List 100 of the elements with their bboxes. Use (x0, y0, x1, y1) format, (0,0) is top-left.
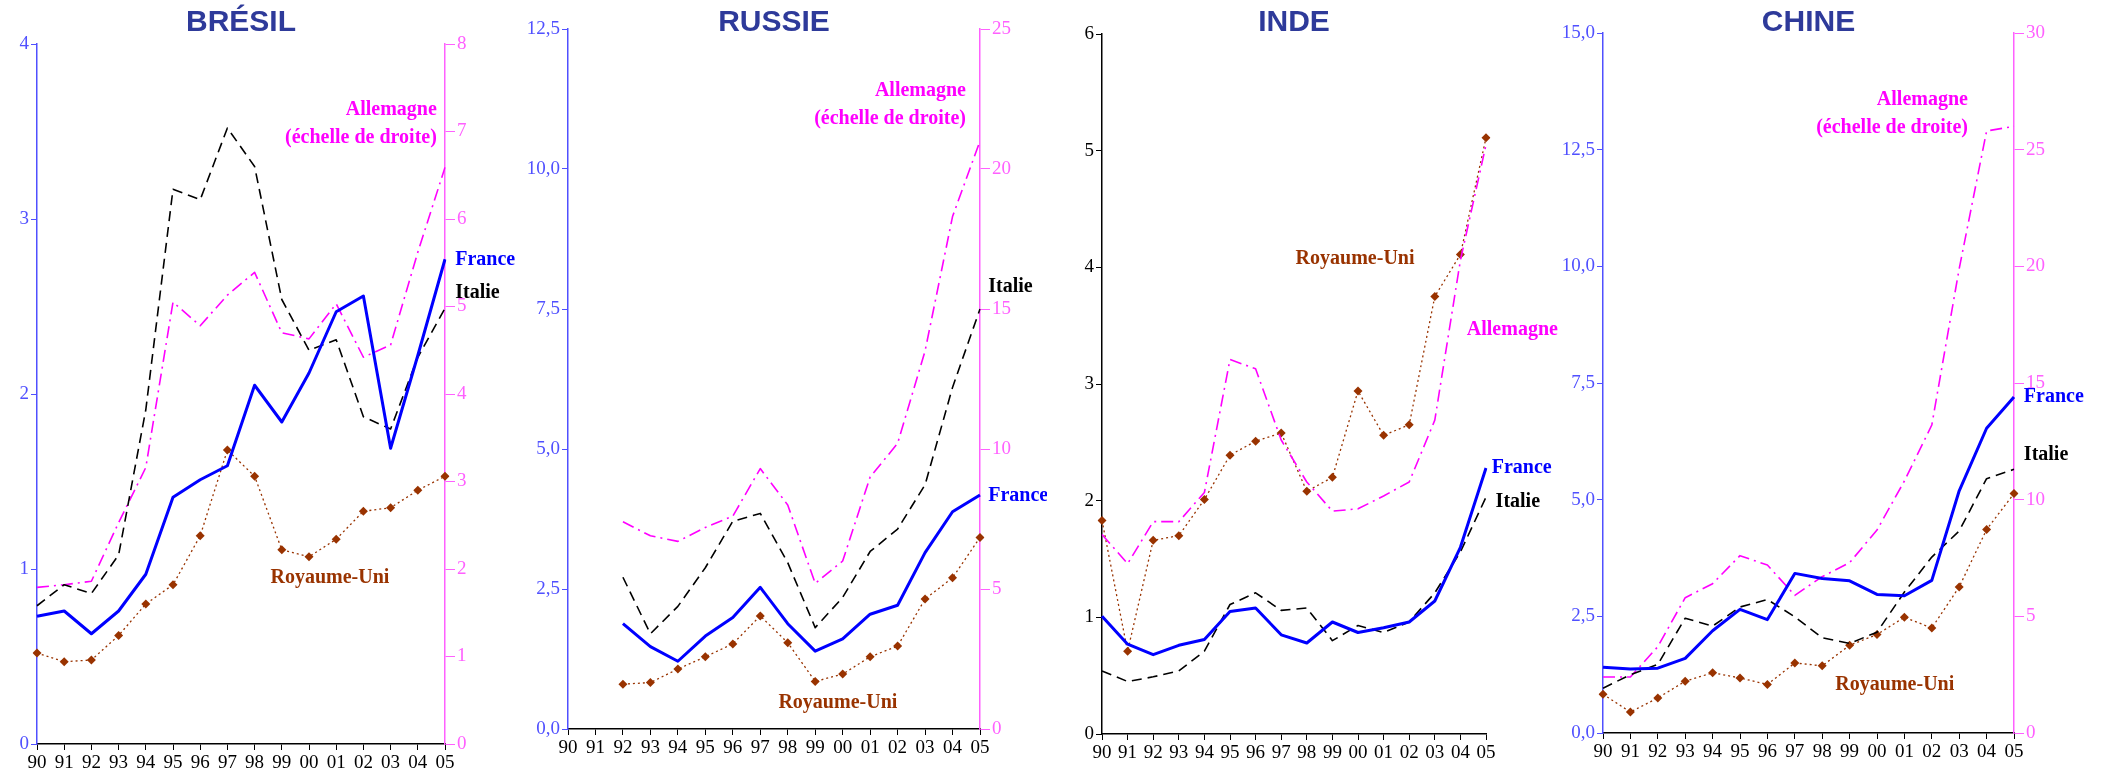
x-tick-label: 03 (1949, 740, 1969, 762)
point (1225, 450, 1235, 460)
x-tick-label: 91 (1118, 741, 1138, 763)
point (865, 652, 875, 662)
y-tick-label: 1 (19, 556, 29, 578)
y-tick-label: 10,0 (1561, 254, 1595, 276)
x-tick-label: 96 (1757, 740, 1777, 762)
y2-tick-label: 10 (992, 436, 1011, 458)
y2-tick-label: 6 (457, 206, 467, 228)
point (975, 532, 985, 542)
point (1199, 495, 1209, 504)
point (2009, 489, 2019, 499)
point (1302, 486, 1312, 496)
point (1430, 292, 1440, 301)
point (920, 594, 930, 604)
point (1097, 516, 1107, 525)
series-label: France (988, 483, 1049, 506)
point (1327, 472, 1337, 482)
x-tick-label: 03 (915, 736, 935, 758)
x-tick-label: 05 (1476, 741, 1496, 763)
x-tick-label: 04 (1450, 741, 1471, 763)
point (948, 573, 958, 583)
x-tick-label: 99 (1322, 741, 1342, 763)
series-label: Allemagne (1466, 317, 1559, 341)
y2-tick-label: 0 (992, 716, 1002, 738)
y2-tick-label: 20 (992, 156, 1011, 178)
point (1845, 640, 1855, 650)
point (1735, 673, 1745, 683)
point (1123, 646, 1133, 656)
x-tick-label: 01 (1374, 741, 1394, 763)
y-tick-label: 12,5 (1561, 137, 1595, 159)
y-tick-label: 5,0 (536, 436, 560, 458)
y-tick-label: 2,5 (1571, 604, 1595, 626)
point (1353, 386, 1363, 396)
point (32, 648, 42, 658)
series-label: Allemagne (échelle de droite) (814, 78, 967, 130)
x-tick-label: 02 (1922, 740, 1942, 762)
point (893, 641, 903, 651)
point (645, 678, 655, 688)
point (810, 676, 820, 686)
y-tick-label: 2,5 (536, 576, 560, 598)
series-label: Royaume-Uni (1835, 671, 1955, 695)
series-label: Allemagne (échelle de droite) (1816, 87, 1969, 139)
x-tick-label: 95 (163, 751, 183, 769)
x-tick-label: 94 (1194, 741, 1215, 763)
y2-tick-label: 4 (457, 381, 467, 403)
y2-tick-label: 1 (457, 644, 467, 666)
point (1899, 612, 1909, 622)
x-tick-label: 95 (695, 736, 715, 758)
x-tick-label: 93 (1675, 740, 1695, 762)
point (673, 664, 683, 674)
point (358, 506, 368, 516)
point (304, 552, 314, 562)
y2-tick-label: 5 (992, 576, 1002, 598)
chart-title: INDE (1258, 4, 1330, 38)
x-tick-label: 96 (190, 751, 210, 769)
y-tick-label: 4 (19, 31, 30, 53)
x-tick-label: 93 (109, 751, 129, 769)
x-tick-label: 04 (1977, 740, 1997, 762)
x-tick-label: 01 (860, 736, 880, 758)
point (250, 471, 260, 481)
x-tick-label: 92 (1143, 741, 1163, 763)
y2-tick-label: 0 (457, 731, 467, 753)
x-tick-label: 92 (613, 736, 633, 758)
point (114, 631, 124, 640)
x-tick-label: 90 (1092, 741, 1112, 763)
line-series (622, 308, 981, 635)
point (222, 445, 232, 455)
x-tick-label: 99 (805, 736, 825, 758)
point (1404, 420, 1414, 430)
series-label: Royaume-Uni (1295, 245, 1415, 269)
point (728, 639, 738, 649)
y-tick-label: 2 (19, 381, 29, 403)
point (1927, 623, 1937, 633)
y2-tick-label: 30 (2026, 20, 2045, 42)
point (331, 534, 341, 544)
x-tick-label: 94 (1703, 740, 1723, 762)
x-tick-label: 02 (888, 736, 908, 758)
point (1481, 133, 1491, 143)
x-tick-label: 91 (54, 751, 74, 769)
y-tick-label: 0 (1084, 721, 1094, 743)
y-tick-label: 5 (1084, 138, 1094, 160)
point (838, 669, 848, 679)
x-tick-label: 92 (1648, 740, 1668, 762)
y-tick-label: 6 (1084, 21, 1094, 43)
series-label: France (455, 247, 516, 270)
point (1148, 535, 1158, 545)
x-tick-label: 91 (1620, 740, 1640, 762)
x-tick-label: 01 (1894, 740, 1914, 762)
y2-tick-label: 3 (457, 469, 467, 491)
x-tick-label: 01 (326, 751, 346, 769)
x-tick-label: 04 (943, 736, 963, 758)
series-label: Italie (2023, 442, 2069, 465)
x-tick-label: 93 (640, 736, 660, 758)
point (700, 652, 710, 662)
y-tick-label: 0,0 (536, 716, 560, 738)
point (386, 503, 396, 513)
x-tick-label: 99 (272, 751, 292, 769)
y-tick-label: 12,5 (526, 16, 560, 38)
x-tick-label: 95 (1220, 741, 1240, 763)
